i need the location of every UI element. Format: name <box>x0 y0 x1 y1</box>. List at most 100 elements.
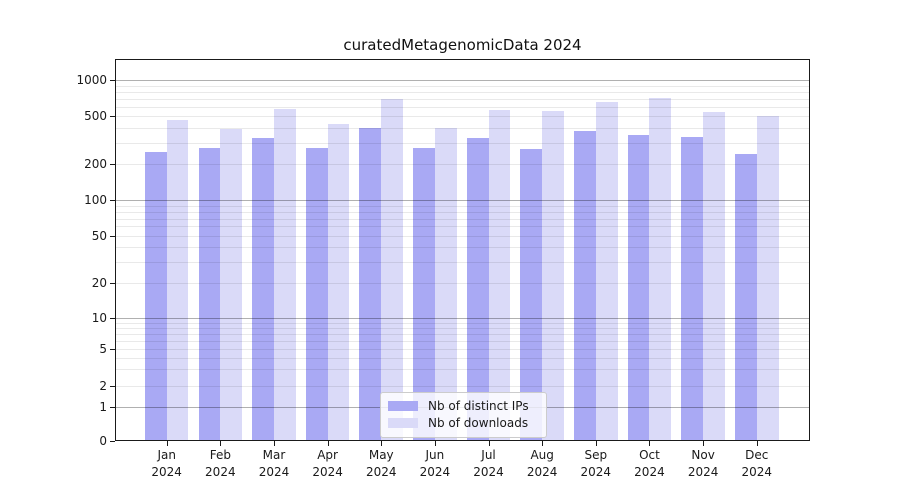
x-tick-label: Sep 2024 <box>566 447 626 481</box>
gridline-minor <box>115 340 810 342</box>
x-tick-year: 2024 <box>205 465 236 479</box>
x-tick-year: 2024 <box>634 465 665 479</box>
x-tick-label: Mar 2024 <box>244 447 304 481</box>
x-tick-year: 2024 <box>419 465 451 479</box>
x-tick-month: Oct <box>639 448 660 462</box>
gridline-minor <box>115 205 810 207</box>
x-tick-label: Aug 2024 <box>512 447 572 481</box>
bar-distinct-ips <box>574 130 596 441</box>
x-tick <box>703 441 705 446</box>
gridline-major <box>115 318 810 320</box>
x-tick-month: Nov <box>691 448 715 462</box>
y-tick-label: 5 <box>99 341 107 356</box>
x-tick <box>273 441 275 446</box>
y-tick <box>110 235 115 237</box>
legend-swatch-downloads <box>388 418 418 428</box>
bar-distinct-ips <box>413 148 435 441</box>
gridline-minor <box>115 235 810 237</box>
bar-distinct-ips <box>734 153 757 441</box>
gridline-minor <box>115 369 810 371</box>
x-tick <box>649 441 651 446</box>
bar-distinct-ips <box>466 137 489 441</box>
y-tick <box>110 116 115 118</box>
gridline-minor <box>115 142 810 144</box>
y-tick <box>110 80 115 82</box>
gridline-minor <box>115 322 810 324</box>
gridline-minor <box>115 226 810 228</box>
x-tick <box>488 441 490 446</box>
x-tick-year: 2024 <box>473 465 504 479</box>
gridline-major <box>115 200 810 202</box>
y-tick-label: 2 <box>99 378 107 393</box>
x-tick-label: Jul 2024 <box>459 447 519 481</box>
x-tick <box>327 441 329 446</box>
bar-downloads <box>595 101 618 441</box>
gridline-minor <box>115 106 810 108</box>
x-tick-month: Jun <box>425 448 445 462</box>
x-tick <box>542 441 544 446</box>
x-tick-label: May 2024 <box>351 447 411 481</box>
x-tick-label: Dec 2024 <box>727 447 787 481</box>
x-tick-month: Apr <box>317 448 338 462</box>
gridline-minor <box>115 218 810 220</box>
y-tick-label: 500 <box>84 109 107 124</box>
y-tick <box>110 385 115 387</box>
x-tick-year: 2024 <box>741 465 772 479</box>
y-tick <box>110 441 115 442</box>
y-tick-label: 1000 <box>76 73 107 88</box>
bar-distinct-ips <box>520 149 543 441</box>
x-tick <box>756 441 758 446</box>
chart-title: curatedMetagenomicData 2024 <box>343 36 582 54</box>
y-tick <box>110 318 115 320</box>
y-tick <box>110 282 115 284</box>
x-tick-label: Nov 2024 <box>673 447 733 481</box>
x-tick <box>220 441 222 446</box>
x-tick-label: Feb 2024 <box>190 447 250 481</box>
y-tick <box>110 164 115 166</box>
gridline-minor <box>115 333 810 335</box>
gridline-minor <box>115 98 810 100</box>
x-tick-month: Aug <box>530 448 554 462</box>
y-tick-label: 20 <box>91 275 107 290</box>
bar-distinct-ips <box>252 137 274 441</box>
x-tick-month: Dec <box>745 448 769 462</box>
legend-label-distinct-ips: Nb of distinct IPs <box>428 399 529 413</box>
x-tick-month: Sep <box>584 448 608 462</box>
gridline-minor <box>115 348 810 350</box>
y-tick-label: 10 <box>91 311 107 326</box>
y-tick-label: 0 <box>99 434 107 448</box>
bar-downloads <box>273 108 296 441</box>
gridline-minor <box>115 116 810 118</box>
x-tick-year: 2024 <box>151 465 182 479</box>
bar-downloads <box>327 124 350 441</box>
gridline-minor <box>115 385 810 387</box>
x-tick-label: Jun 2024 <box>405 447 465 481</box>
y-tick <box>110 407 115 408</box>
gridline-minor <box>115 247 810 249</box>
bar-downloads <box>434 127 457 441</box>
gridline-minor <box>115 282 810 284</box>
bar-distinct-ips <box>359 127 382 441</box>
bar-distinct-ips <box>305 148 328 441</box>
x-tick-year: 2024 <box>365 465 397 479</box>
x-tick-label: Jan 2024 <box>137 447 197 481</box>
bar-distinct-ips <box>144 152 167 441</box>
bar-downloads <box>756 116 779 441</box>
bar-downloads <box>488 110 511 441</box>
bar-distinct-ips <box>681 137 704 441</box>
x-tick-month: May <box>368 448 394 462</box>
x-tick-label: Oct 2024 <box>619 447 679 481</box>
bar-downloads <box>220 128 243 441</box>
y-tick <box>110 200 115 202</box>
bar-downloads <box>166 119 189 441</box>
gridline-minor <box>115 261 810 263</box>
y-tick <box>110 348 115 350</box>
x-tick-month: Feb <box>209 448 231 462</box>
legend-item-downloads: Nb of downloads <box>388 415 538 431</box>
y-tick-label: 100 <box>84 193 107 208</box>
x-tick-month: Jul <box>481 448 496 462</box>
x-tick <box>166 441 168 446</box>
gridline-minor <box>115 91 810 93</box>
gridline-minor <box>115 357 810 359</box>
